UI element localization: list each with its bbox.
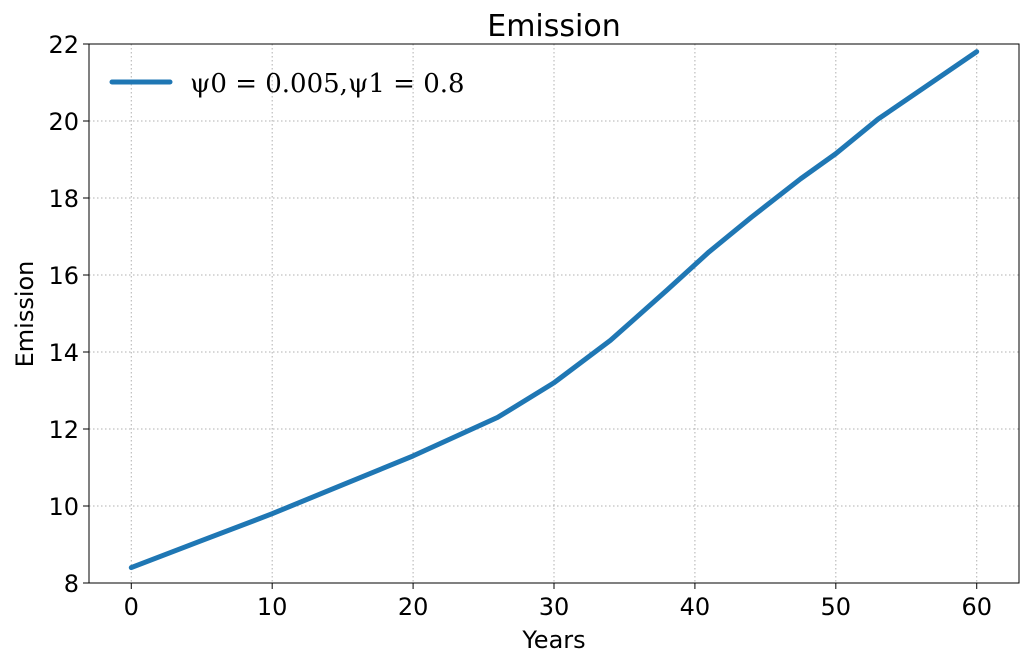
- x-tick-label: 20: [398, 593, 429, 621]
- x-tick-label: 10: [257, 593, 288, 621]
- y-tick-label: 10: [48, 493, 79, 521]
- x-tick-label: 30: [539, 593, 570, 621]
- legend-label: ψ0 = 0.005,ψ1 = 0.8: [190, 69, 465, 99]
- x-axis: 0 10 20 30 40 50 60: [124, 583, 992, 621]
- x-axis-title: Years: [521, 626, 585, 654]
- y-tick-label: 14: [48, 339, 79, 367]
- y-axis-title: Emission: [11, 261, 39, 368]
- grid-lines: [89, 43, 1019, 584]
- y-tick-label: 20: [48, 108, 79, 136]
- emission-series-line: [128, 49, 980, 571]
- x-tick-label: 50: [821, 593, 852, 621]
- x-tick-label: 0: [124, 593, 139, 621]
- y-tick-label: 18: [48, 185, 79, 213]
- legend: ψ0 = 0.005,ψ1 = 0.8: [109, 69, 465, 99]
- y-tick-label: 22: [48, 31, 79, 59]
- y-axis: 8 10 12 14 16 18 20 22: [48, 31, 89, 598]
- y-tick-label: 12: [48, 416, 79, 444]
- x-tick-label: 60: [961, 593, 992, 621]
- y-tick-label: 16: [48, 262, 79, 290]
- y-tick-label: 8: [64, 570, 79, 598]
- chart-title: Emission: [487, 9, 620, 44]
- x-tick-label: 40: [680, 593, 711, 621]
